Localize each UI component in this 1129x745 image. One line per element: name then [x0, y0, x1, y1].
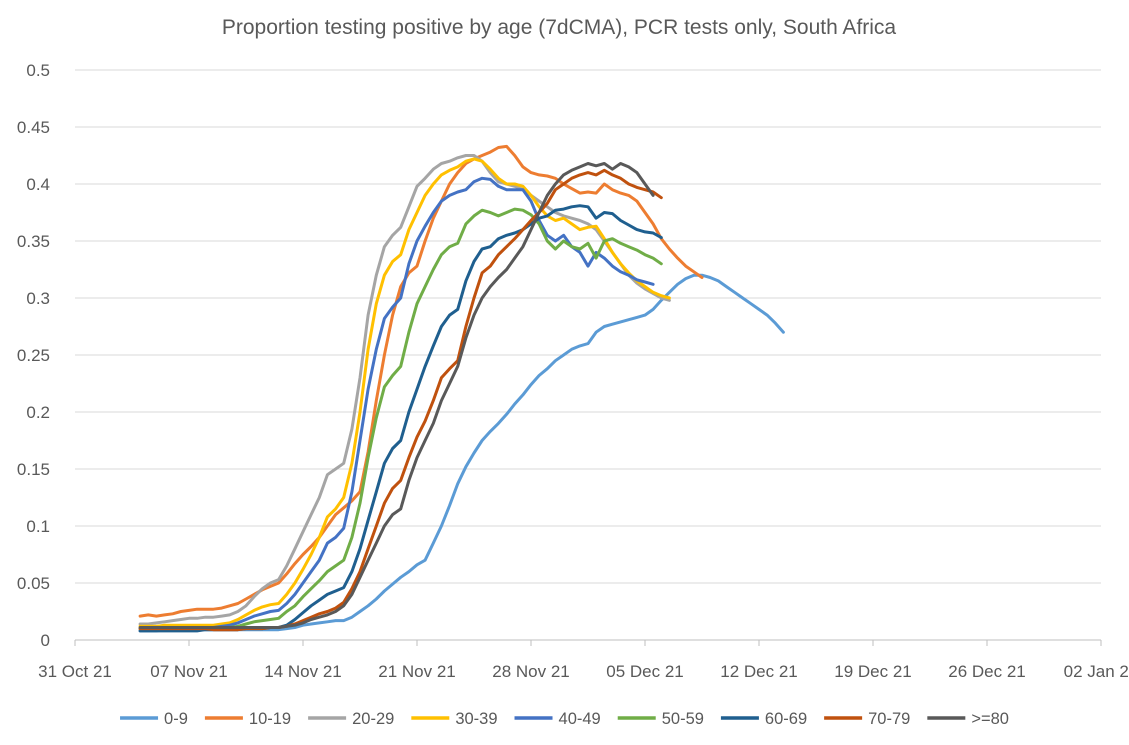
y-tick-label: 0.25	[17, 346, 50, 365]
x-tick-label: 26 Dec 21	[948, 662, 1026, 681]
y-tick-label: 0.15	[17, 460, 50, 479]
legend: 0-9 10-19 20-29 30-39 40-49 50-59 60-69 70-79 >=…	[120, 710, 1009, 728]
y-axis-ticks: 0 0.05 0.1 0.15 0.2 0.25 0.3 0.35 0.4 0.45 0.5	[17, 61, 50, 650]
y-tick-label: 0.2	[26, 403, 50, 422]
legend-label: 0-9	[164, 710, 188, 728]
series-line-60-69	[138, 204, 663, 633]
legend-label: 10-19	[249, 710, 291, 728]
series-line-40-49	[138, 176, 655, 631]
series-line-10-19	[138, 144, 704, 618]
series-line-70-79	[138, 168, 663, 632]
legend-label: 60-69	[765, 710, 807, 728]
legend-label: >=80	[971, 710, 1009, 728]
series-line-30-39	[138, 157, 671, 628]
x-axis-ticks: 31 Oct 21 07 Nov 21 14 Nov 21 21 Nov 21 28 N…	[38, 640, 1129, 681]
x-tick-label: 05 Dec 21	[606, 662, 684, 681]
y-tick-label: 0.4	[26, 175, 50, 194]
legend-label: 70-79	[868, 710, 910, 728]
x-tick-label: 21 Nov 21	[378, 662, 456, 681]
x-tick-label: 12 Dec 21	[720, 662, 798, 681]
x-tick-label: 28 Nov 21	[492, 662, 570, 681]
y-tick-label: 0.1	[26, 517, 50, 536]
x-tick-label: 31 Oct 21	[38, 662, 112, 681]
y-tick-label: 0.45	[17, 118, 50, 137]
series-lines	[138, 144, 785, 633]
legend-label: 30-39	[455, 710, 497, 728]
y-tick-label: 0.3	[26, 289, 50, 308]
series-line-50-59	[138, 207, 663, 631]
series-line->=80	[138, 162, 655, 629]
y-tick-label: 0.35	[17, 232, 50, 251]
x-tick-label: 02 Jan 22	[1064, 662, 1129, 681]
legend-label: 40-49	[559, 710, 601, 728]
legend-label: 20-29	[352, 710, 394, 728]
gridlines	[75, 69, 1101, 641]
x-tick-label: 14 Nov 21	[264, 662, 342, 681]
series-line-0-9	[138, 273, 785, 633]
y-tick-label: 0	[41, 631, 50, 650]
chart-title: Proportion testing positive by age (7dCM…	[222, 16, 897, 39]
series-line-20-29	[138, 154, 671, 626]
x-tick-label: 07 Nov 21	[150, 662, 228, 681]
x-tick-label: 19 Dec 21	[834, 662, 912, 681]
y-tick-label: 0.05	[17, 574, 50, 593]
legend-label: 50-59	[662, 710, 704, 728]
y-tick-label: 0.5	[26, 61, 50, 80]
